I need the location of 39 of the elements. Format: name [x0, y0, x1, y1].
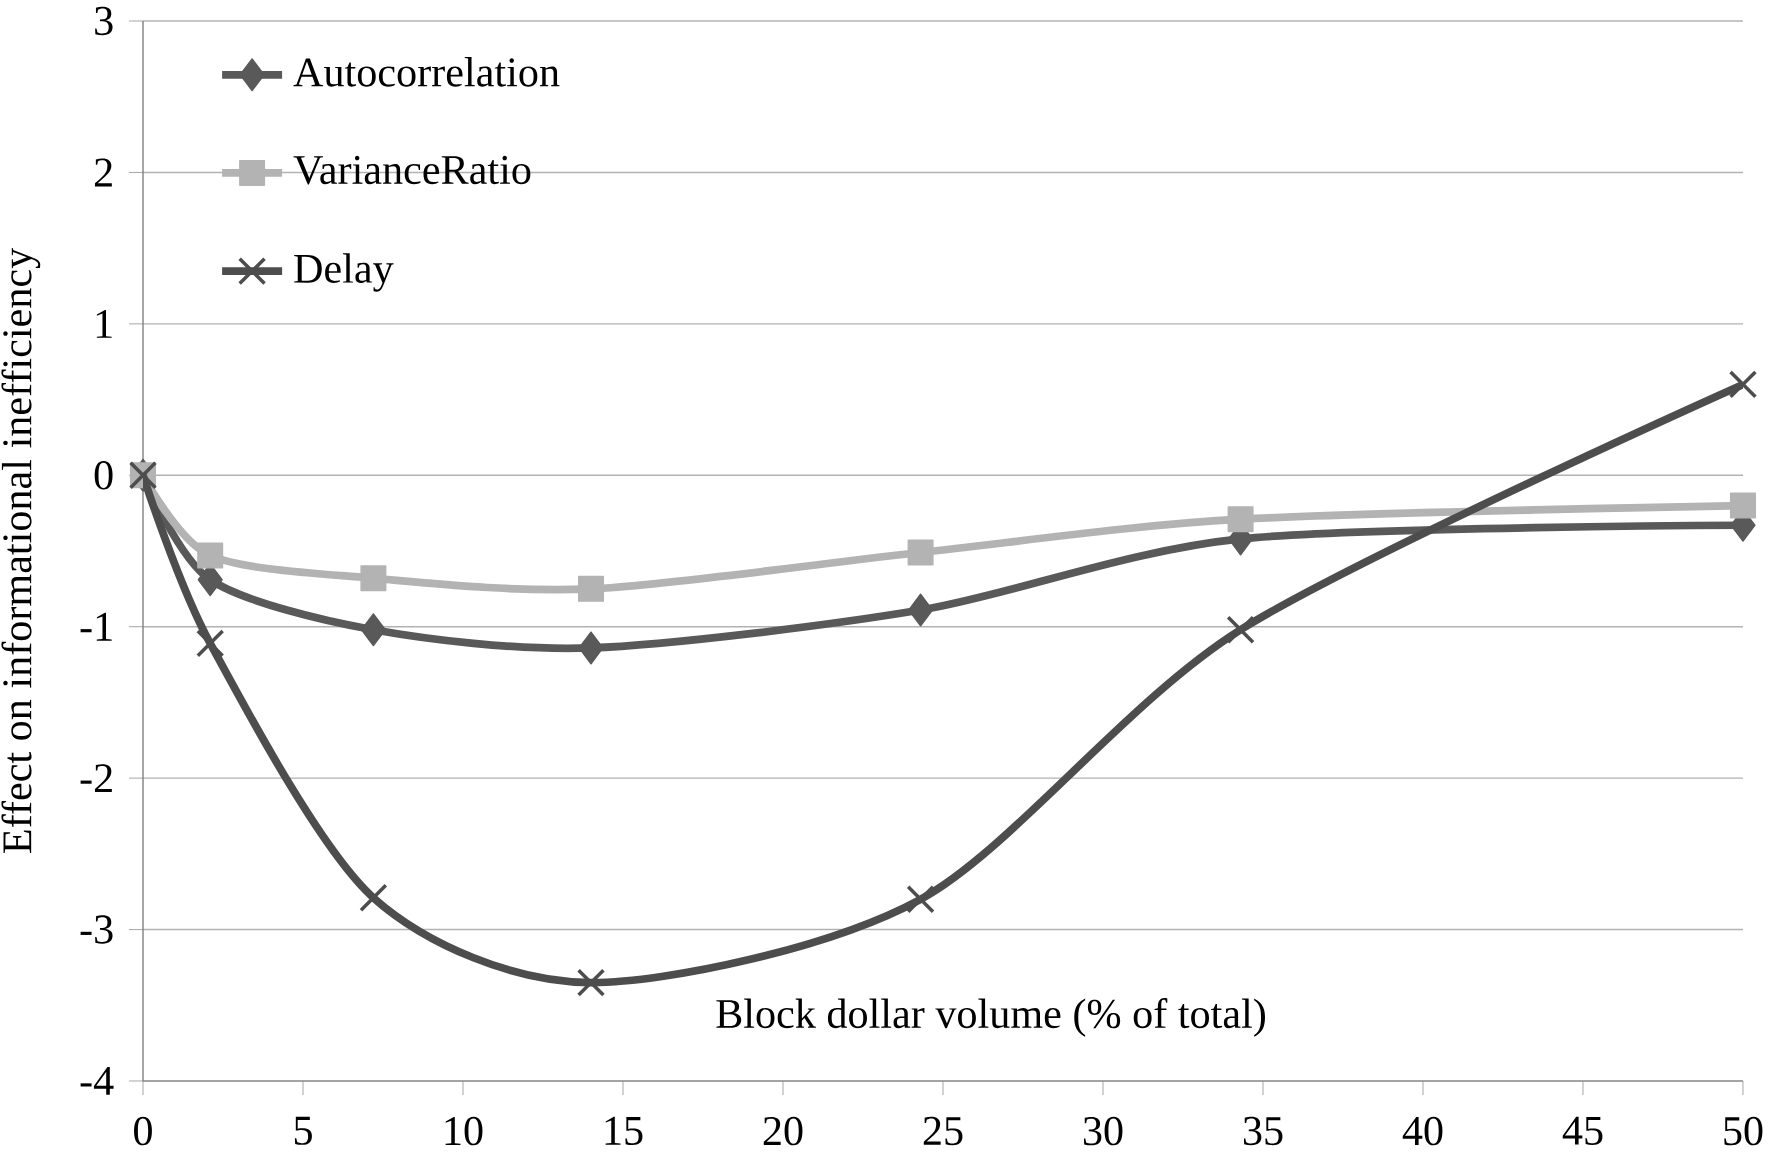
y-tick-label: 3: [95, 6, 113, 36]
point: [908, 593, 934, 627]
point: [359, 883, 388, 912]
x-axis-title: Block dollar volume (% of total): [716, 998, 1265, 1037]
x-tick-label: 35: [1243, 1116, 1283, 1146]
y-tick-label: 2: [94, 158, 112, 187]
point: [196, 629, 225, 658]
x-tick-label: 0: [134, 1116, 152, 1146]
x-tick-label: 15: [605, 1116, 643, 1146]
point: [578, 631, 604, 665]
point: [360, 613, 386, 647]
point: [197, 542, 224, 569]
x-tick-label: 40: [1402, 1116, 1443, 1146]
x-tick-label: 20: [763, 1116, 803, 1146]
y-tick-label: -2: [80, 764, 112, 793]
point: [577, 575, 605, 602]
point: [907, 539, 934, 566]
y-tick-label: -4: [80, 1067, 114, 1095]
legend-label: Autocorrelation: [293, 56, 560, 87]
y-tick-label: 1: [96, 309, 112, 338]
point: [360, 565, 387, 592]
point: [1226, 615, 1255, 644]
point: [1729, 492, 1756, 519]
point: [576, 968, 606, 997]
legend-label: Delay: [294, 253, 394, 292]
x-tick-label: 30: [1083, 1116, 1123, 1146]
point: [1227, 506, 1254, 533]
y-tick-label: 0: [94, 461, 113, 490]
y-axis-title: Effect on informational inefficiency: [1, 247, 41, 853]
y-tick-label: -1: [80, 612, 112, 641]
point: [906, 885, 935, 914]
x-tick-label: 45: [1562, 1116, 1603, 1145]
x-tick-label: 5: [294, 1116, 312, 1145]
x-tick-label: 10: [445, 1116, 483, 1146]
legend-label: VarianceRatio: [293, 155, 531, 185]
x-tick-label: 25: [923, 1116, 963, 1146]
y-tick-label: -3: [80, 915, 113, 944]
x-tick-label: 50: [1724, 1116, 1763, 1146]
point: [1728, 370, 1758, 399]
